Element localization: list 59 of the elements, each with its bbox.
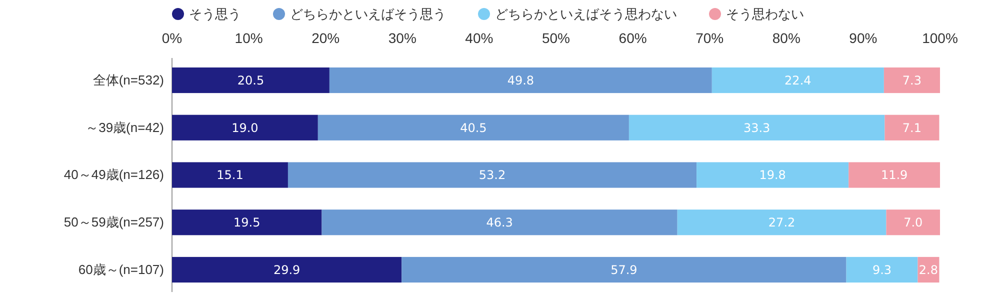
- data-label: 7.3: [902, 73, 922, 88]
- y-tick-label: ～39歳(n=42): [86, 120, 164, 135]
- bar: [628, 114, 885, 140]
- bar: [402, 256, 846, 283]
- data-label: 15.1: [216, 168, 244, 182]
- legend-label: どちらかといえばそう思う: [290, 8, 446, 23]
- bar: [172, 162, 288, 188]
- data-label: 7.0: [904, 216, 923, 230]
- data-label: 19.8: [759, 168, 786, 182]
- bar: [677, 210, 886, 236]
- x-tick-label: 10%: [234, 30, 263, 46]
- bar: [172, 210, 322, 236]
- y-tick-label: 60歳～(n=107): [78, 262, 164, 277]
- data-label: 19.0: [232, 120, 258, 135]
- legend-label: どちらかといえばそう思わない: [495, 8, 677, 23]
- x-tick-label: 60%: [618, 30, 647, 46]
- data-label: 7.1: [902, 120, 922, 135]
- legend-label: そう思わない: [726, 8, 804, 23]
- data-label: 11.9: [880, 168, 908, 182]
- data-label: 33.3: [743, 120, 770, 135]
- bar: [329, 67, 712, 94]
- x-tick-label: 70%: [696, 30, 724, 46]
- data-label: 29.9: [273, 262, 300, 277]
- x-tick-label: 80%: [772, 30, 800, 46]
- data-label: 22.4: [784, 73, 812, 88]
- bar: [884, 114, 940, 140]
- bar: [172, 114, 318, 140]
- y-tick-label: 40～49歳(n=126): [64, 167, 164, 182]
- legend-label: そう思う: [189, 8, 241, 23]
- x-tick-label: 40%: [465, 30, 494, 46]
- data-label: 40.5: [460, 120, 487, 135]
- x-tick-label: 90%: [849, 30, 878, 46]
- x-tick-label: 30%: [388, 30, 416, 46]
- data-label: 53.2: [478, 168, 506, 182]
- bar: [322, 210, 678, 236]
- bar: [848, 162, 940, 188]
- bar: [712, 67, 884, 94]
- bar: [172, 256, 402, 283]
- y-tick-label: 50～59歳(n=257): [64, 214, 164, 230]
- data-label: 27.2: [768, 216, 796, 230]
- y-tick-label: 全体(n=532): [92, 72, 164, 88]
- bar: [318, 114, 629, 140]
- data-label: 9.3: [872, 262, 892, 277]
- data-label: 46.3: [486, 216, 513, 230]
- data-label: 57.9: [610, 262, 638, 277]
- x-tick-label: 50%: [542, 30, 570, 46]
- data-label: 49.8: [507, 73, 534, 88]
- bar: [846, 256, 918, 283]
- bar: [288, 162, 697, 188]
- bar: [696, 162, 849, 188]
- x-tick-label: 20%: [312, 30, 340, 46]
- data-label: 19.5: [234, 216, 260, 230]
- x-tick-label: 0%: [162, 30, 182, 46]
- x-tick-label: 100%: [922, 30, 958, 46]
- bar: [884, 67, 940, 94]
- data-label: 20.5: [237, 73, 264, 88]
- bar: [172, 67, 330, 94]
- data-label: 2.8: [918, 262, 938, 277]
- bar: [886, 210, 940, 236]
